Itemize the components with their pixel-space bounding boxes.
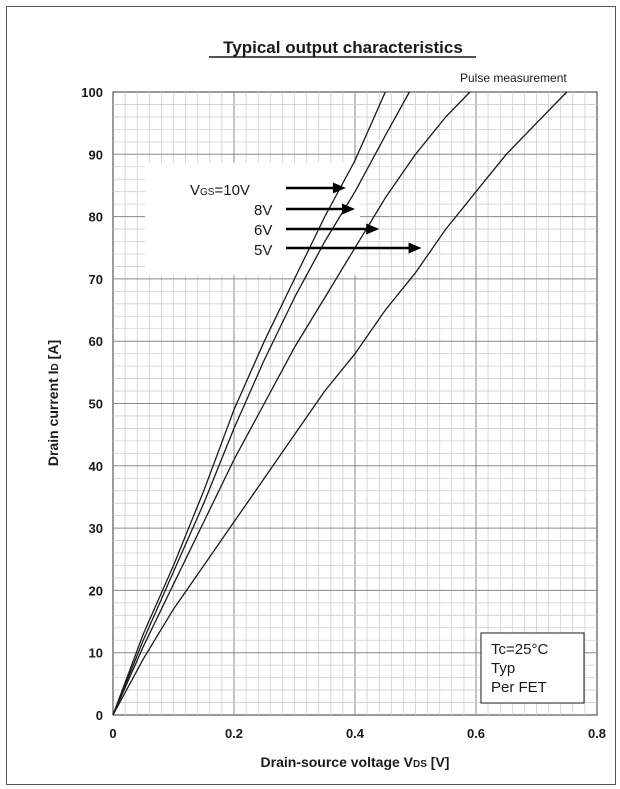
y-tick-label: 70 bbox=[89, 272, 103, 287]
curve-arrows bbox=[286, 182, 422, 254]
x-tick-labels: 0 0.2 0.4 0.6 0.8 bbox=[109, 726, 606, 741]
condition-per-fet: Per FET bbox=[491, 679, 547, 696]
pulse-note: Pulse measurement bbox=[460, 71, 567, 85]
y-tick-label: 20 bbox=[89, 583, 103, 598]
arrow-head bbox=[332, 182, 346, 194]
x-tick-label: 0.6 bbox=[467, 726, 485, 741]
conditions-box bbox=[480, 632, 585, 704]
curve-label-8v: 8V bbox=[254, 202, 272, 219]
y-tick-label: 0 bbox=[96, 708, 103, 723]
curve-label-5v: 5V bbox=[254, 242, 272, 259]
chart-title: Typical output characteristics bbox=[223, 38, 463, 57]
arrow-head bbox=[342, 203, 355, 215]
x-tick-label: 0 bbox=[109, 726, 116, 741]
x-axis-label: Drain-source voltage VDS [V] bbox=[261, 754, 450, 770]
y-tick-labels: 0 10 20 30 40 50 60 70 80 90 100 bbox=[81, 85, 103, 723]
curve-label-10v: VGS=10V bbox=[190, 182, 250, 199]
y-tick-label: 60 bbox=[89, 334, 103, 349]
condition-typ: Typ bbox=[491, 660, 515, 677]
curve-label-6v: 6V bbox=[254, 222, 272, 239]
curve-vgs-6v bbox=[112, 91, 471, 716]
arrow-head bbox=[366, 223, 380, 235]
label-backdrop bbox=[145, 163, 360, 275]
y-axis-label: Drain current ID [A] bbox=[45, 340, 61, 466]
arrow-head bbox=[408, 242, 422, 254]
curve-vgs-8v bbox=[112, 91, 410, 716]
y-tick-label: 40 bbox=[89, 459, 103, 474]
y-tick-label: 50 bbox=[89, 397, 103, 412]
y-tick-label: 30 bbox=[89, 521, 103, 536]
y-tick-label: 80 bbox=[89, 210, 103, 225]
curve-vgs-5v bbox=[112, 91, 568, 716]
figure-border bbox=[6, 6, 616, 785]
y-tick-label: 100 bbox=[81, 85, 103, 100]
x-tick-label: 0.8 bbox=[588, 726, 606, 741]
condition-tc: Tc=25°C bbox=[491, 641, 548, 658]
y-tick-label: 90 bbox=[89, 147, 103, 162]
y-tick-label: 10 bbox=[89, 646, 103, 661]
x-tick-label: 0.2 bbox=[225, 726, 243, 741]
x-tick-label: 0.4 bbox=[346, 726, 365, 741]
